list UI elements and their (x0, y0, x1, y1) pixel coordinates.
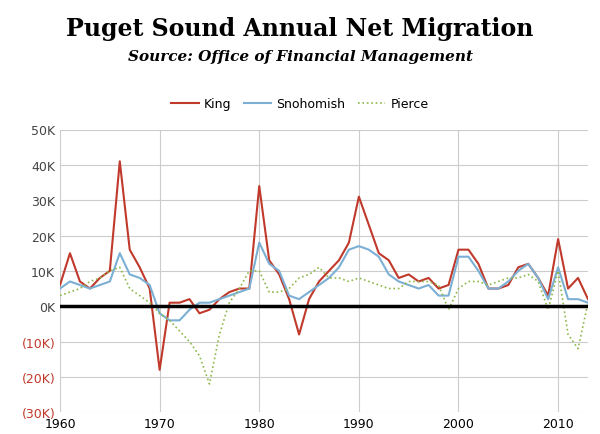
Snohomish (435, 293, 442, 299)
King (395, 276, 403, 281)
Snohomish (584, 300, 592, 306)
King (156, 367, 163, 372)
Snohomish (146, 283, 153, 288)
Pierce (56, 293, 64, 299)
Pierce (275, 290, 283, 295)
Pierce (435, 283, 442, 288)
Pierce (584, 300, 592, 306)
King (166, 300, 173, 306)
Snohomish (395, 279, 403, 284)
King (385, 258, 392, 263)
Line: King: King (60, 162, 588, 370)
King (56, 283, 64, 288)
Snohomish (365, 247, 373, 253)
Pierce (206, 381, 213, 387)
Snohomish (385, 272, 392, 277)
Text: Source: Office of Financial Management: Source: Office of Financial Management (128, 50, 473, 64)
Snohomish (256, 240, 263, 246)
Text: Puget Sound Annual Net Migration: Puget Sound Annual Net Migration (67, 17, 533, 41)
King (584, 297, 592, 302)
King (116, 159, 124, 164)
King (275, 272, 283, 277)
Line: Snohomish: Snohomish (60, 243, 588, 321)
Pierce (116, 265, 124, 270)
Snohomish (275, 269, 283, 274)
Line: Pierce: Pierce (60, 268, 588, 384)
Pierce (395, 286, 403, 292)
Pierce (156, 311, 163, 316)
Legend: King, Snohomish, Pierce: King, Snohomish, Pierce (166, 93, 434, 116)
Pierce (365, 279, 373, 284)
King (365, 223, 373, 228)
Snohomish (56, 286, 64, 292)
King (435, 286, 442, 292)
Pierce (385, 286, 392, 292)
Snohomish (166, 318, 173, 323)
